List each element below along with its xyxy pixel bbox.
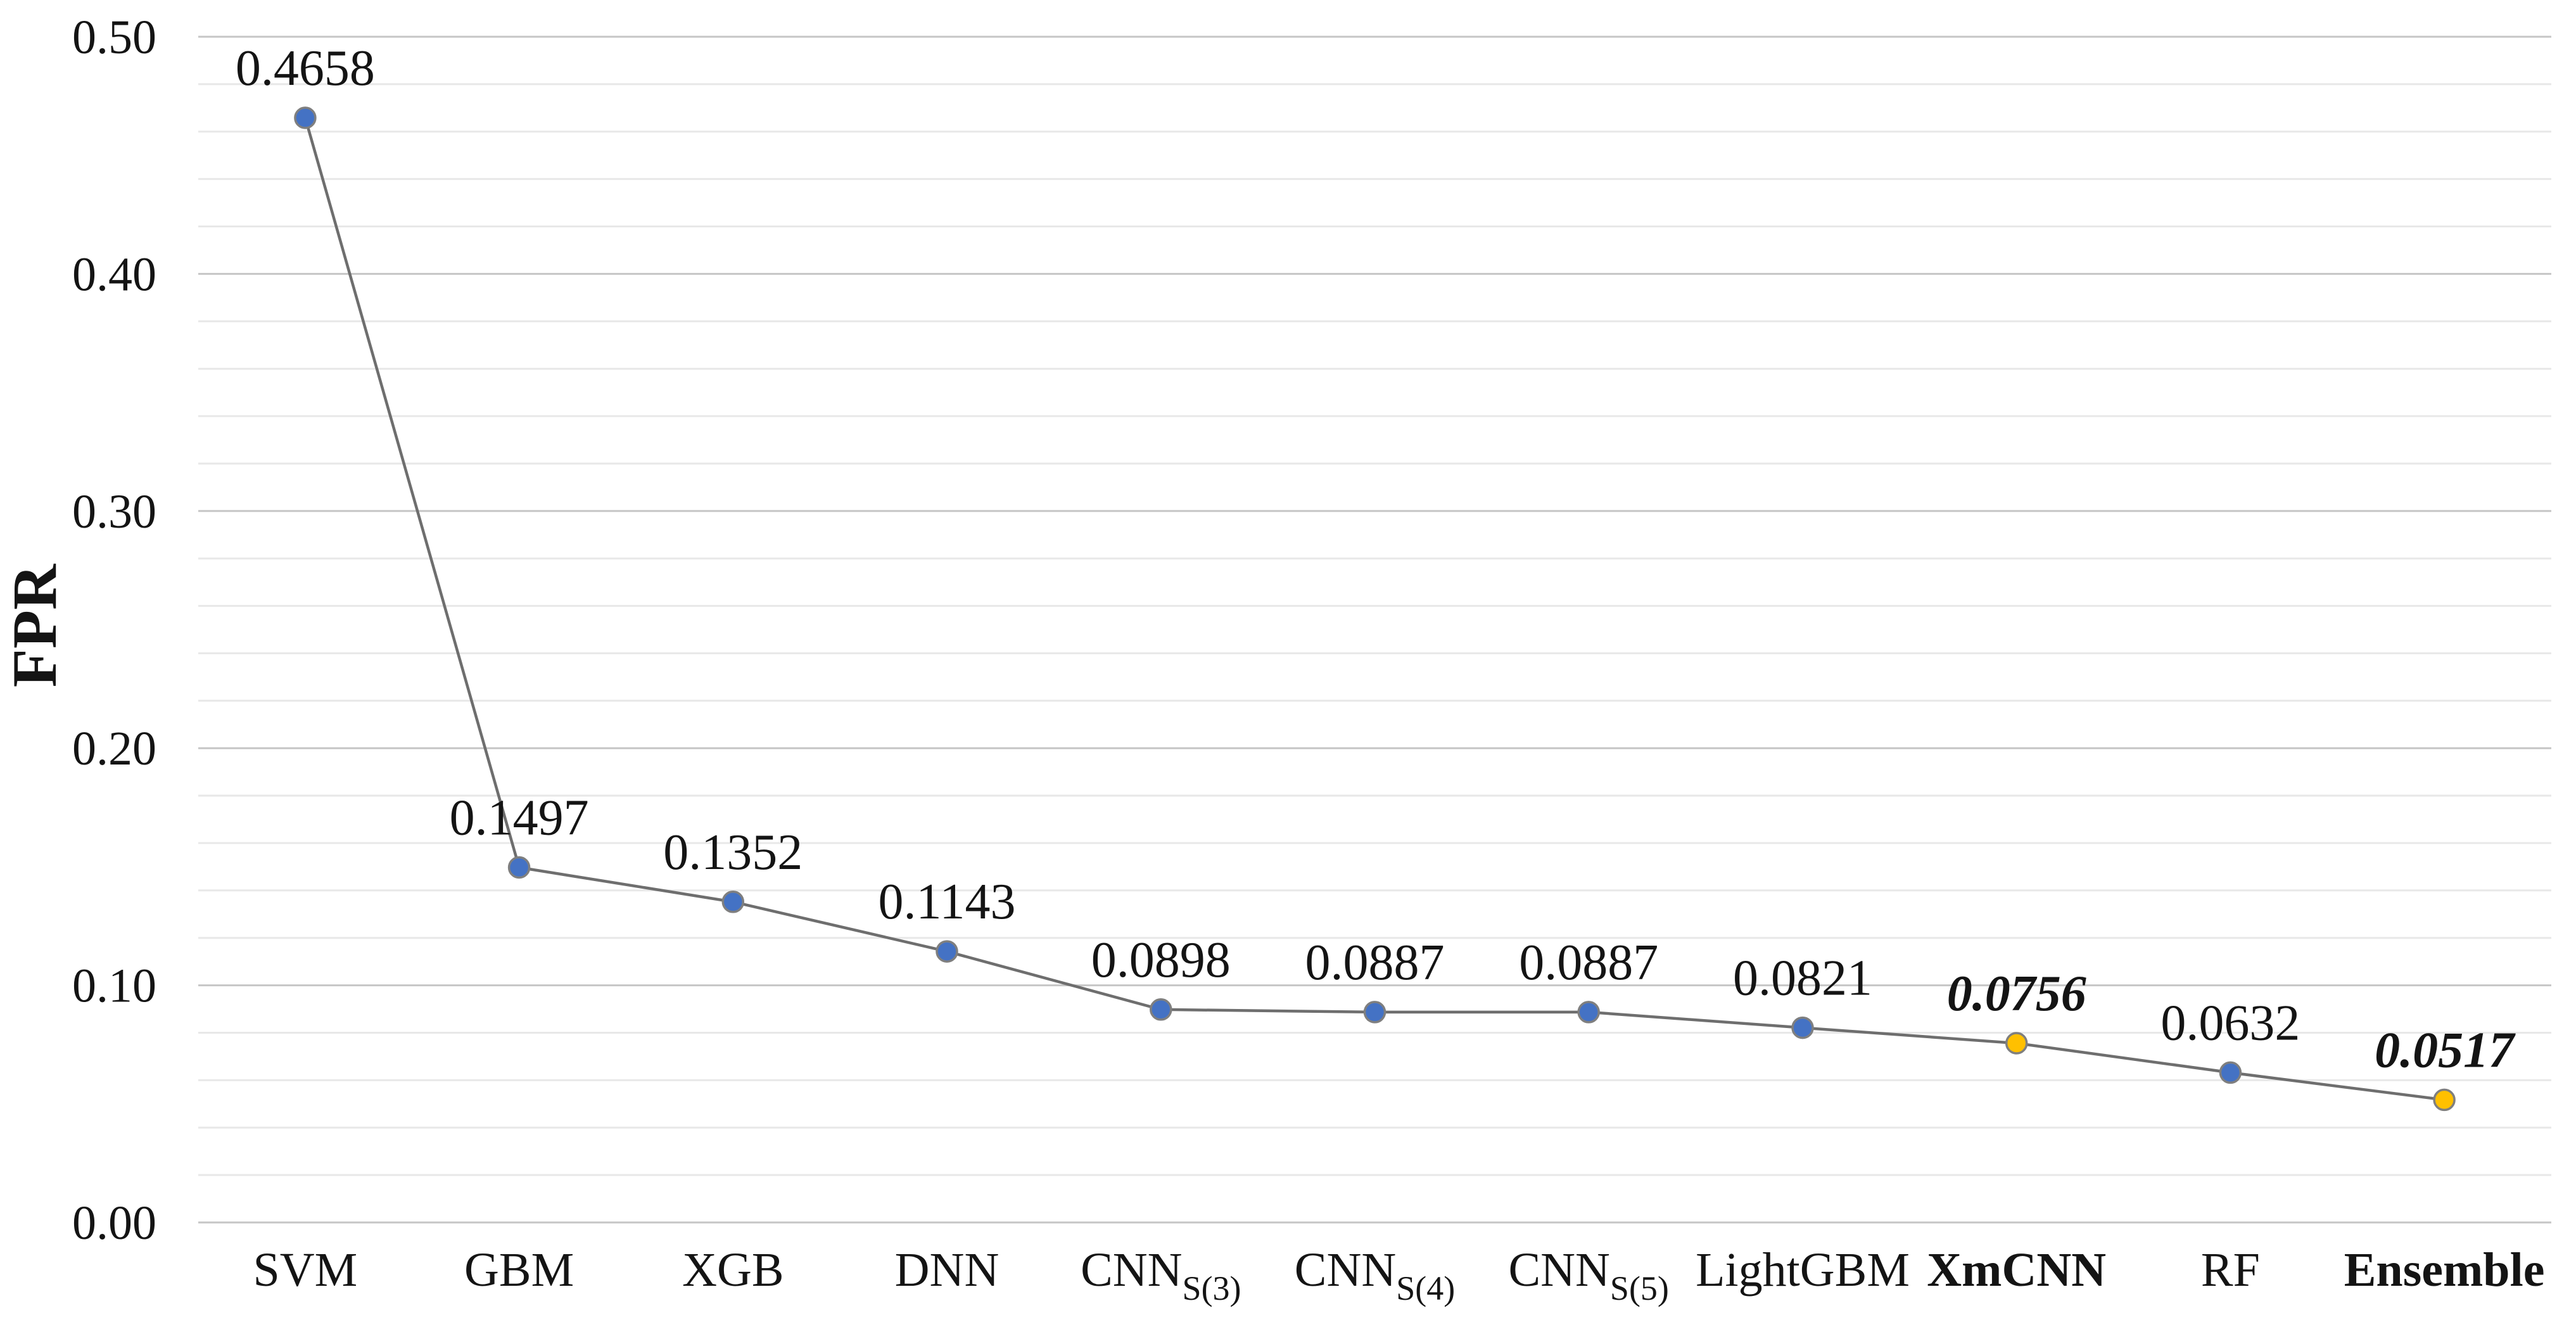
data-point-XmCNN bbox=[2005, 1032, 2028, 1055]
x-category-label-Ensemble: Ensemble bbox=[2344, 1243, 2545, 1297]
data-value-label: 0.0898 bbox=[1091, 932, 1231, 988]
minor-gridlines bbox=[198, 83, 2551, 1176]
data-point-LightGBM bbox=[1791, 1016, 1814, 1039]
x-category-label-RF: RF bbox=[2201, 1243, 2260, 1297]
data-value-label: 0.0887 bbox=[1519, 935, 1658, 991]
data-value-label: 0.1352 bbox=[663, 825, 803, 880]
y-tick-label: 0.00 bbox=[72, 1196, 156, 1250]
data-point-Ensemble bbox=[2433, 1088, 2456, 1112]
data-point-SVM bbox=[294, 106, 317, 129]
x-category-label-GBM: GBM bbox=[464, 1243, 574, 1297]
x-category-label-XmCNN: XmCNN bbox=[1927, 1243, 2106, 1297]
y-tick-label: 0.10 bbox=[72, 960, 156, 1013]
x-category-label-DNN: DNN bbox=[895, 1243, 999, 1297]
x-axis-category-labels: SVM GBM XGB DNN CNNS(3) CNNS(4) CNNS(5) LightGB… bbox=[253, 1243, 2545, 1307]
x-category-label-CNNS(5): CNNS(5) bbox=[1508, 1243, 1668, 1307]
data-value-label: 0.0756 bbox=[1947, 966, 2086, 1022]
data-points bbox=[294, 106, 2456, 1112]
y-axis-tick-labels: 0.50 0.40 0.30 0.20 0.10 0.00 bbox=[72, 11, 156, 1250]
data-point-CNNS(3) bbox=[1150, 998, 1172, 1021]
data-value-label: 0.4658 bbox=[236, 41, 375, 96]
y-tick-label: 0.20 bbox=[72, 722, 156, 775]
data-point-RF bbox=[2219, 1061, 2242, 1084]
x-category-label-CNNS(3): CNNS(3) bbox=[1081, 1243, 1241, 1307]
data-value-label: 0.1497 bbox=[450, 790, 589, 846]
data-point-CNNS(5) bbox=[1577, 1001, 1600, 1024]
y-tick-label: 0.50 bbox=[72, 11, 156, 64]
y-tick-label: 0.30 bbox=[72, 485, 156, 538]
data-value-labels: 0.4658 0.1497 0.1352 0.1143 0.0898 0.0887 0.08… bbox=[236, 41, 2516, 1078]
x-category-label-SVM: SVM bbox=[253, 1243, 358, 1297]
data-value-label: 0.0821 bbox=[1733, 951, 1872, 1006]
x-category-label-CNNS(4): CNNS(4) bbox=[1295, 1243, 1455, 1307]
data-value-label: 0.0632 bbox=[2160, 995, 2300, 1051]
x-category-label-XGB: XGB bbox=[682, 1243, 784, 1297]
data-value-label: 0.1143 bbox=[878, 874, 1015, 930]
y-tick-label: 0.40 bbox=[72, 248, 156, 301]
data-point-DNN bbox=[936, 940, 958, 963]
major-gridlines bbox=[198, 35, 2551, 1224]
data-point-XGB bbox=[721, 891, 745, 913]
data-value-label: 0.0517 bbox=[2375, 1022, 2516, 1078]
data-point-GBM bbox=[507, 856, 531, 879]
data-point-CNNS(4) bbox=[1363, 1001, 1386, 1024]
data-value-label: 0.0887 bbox=[1305, 935, 1445, 991]
x-category-label-LightGBM: LightGBM bbox=[1696, 1243, 1910, 1297]
y-axis-title: FPR bbox=[0, 563, 70, 687]
